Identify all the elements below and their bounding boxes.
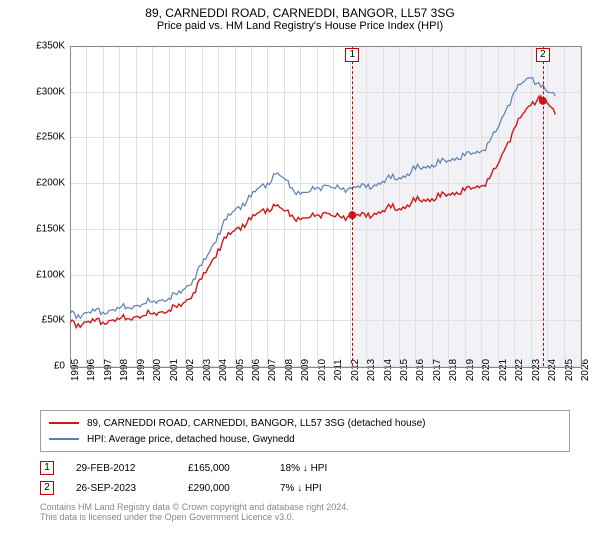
event-diff: 18% ↓ HPI: [280, 463, 370, 474]
legend-swatch: [49, 438, 79, 440]
legend-swatch: [49, 422, 79, 424]
legend-item: HPI: Average price, detached house, Gwyn…: [49, 431, 561, 447]
event-diff: 7% ↓ HPI: [280, 483, 370, 494]
legend: 89, CARNEDDI ROAD, CARNEDDI, BANGOR, LL5…: [40, 410, 570, 452]
event-row-marker: 1: [40, 461, 54, 475]
footer-attribution: Contains HM Land Registry data © Crown c…: [40, 502, 570, 522]
event-date: 26-SEP-2023: [76, 483, 166, 494]
event-row: 2 26-SEP-2023 £290,000 7% ↓ HPI: [40, 478, 570, 498]
chart-area: £0£50K£100K£150K£200K£250K£300K£350K1995…: [30, 36, 590, 406]
plot-border: [70, 46, 582, 368]
event-row: 1 29-FEB-2012 £165,000 18% ↓ HPI: [40, 458, 570, 478]
event-row-marker: 2: [40, 481, 54, 495]
event-price: £290,000: [188, 483, 258, 494]
legend-label: 89, CARNEDDI ROAD, CARNEDDI, BANGOR, LL5…: [87, 418, 425, 429]
legend-label: HPI: Average price, detached house, Gwyn…: [87, 434, 295, 445]
footer-line-2: This data is licensed under the Open Gov…: [40, 512, 570, 522]
title-line-2: Price paid vs. HM Land Registry's House …: [0, 20, 600, 32]
events-table: 1 29-FEB-2012 £165,000 18% ↓ HPI 2 26-SEP-202…: [40, 458, 570, 498]
footer-line-1: Contains HM Land Registry data © Crown c…: [40, 502, 570, 512]
legend-item: 89, CARNEDDI ROAD, CARNEDDI, BANGOR, LL5…: [49, 415, 561, 431]
event-price: £165,000: [188, 463, 258, 474]
title-line-1: 89, CARNEDDI ROAD, CARNEDDI, BANGOR, LL5…: [0, 6, 600, 20]
event-date: 29-FEB-2012: [76, 463, 166, 474]
chart-title: 89, CARNEDDI ROAD, CARNEDDI, BANGOR, LL5…: [0, 6, 600, 32]
